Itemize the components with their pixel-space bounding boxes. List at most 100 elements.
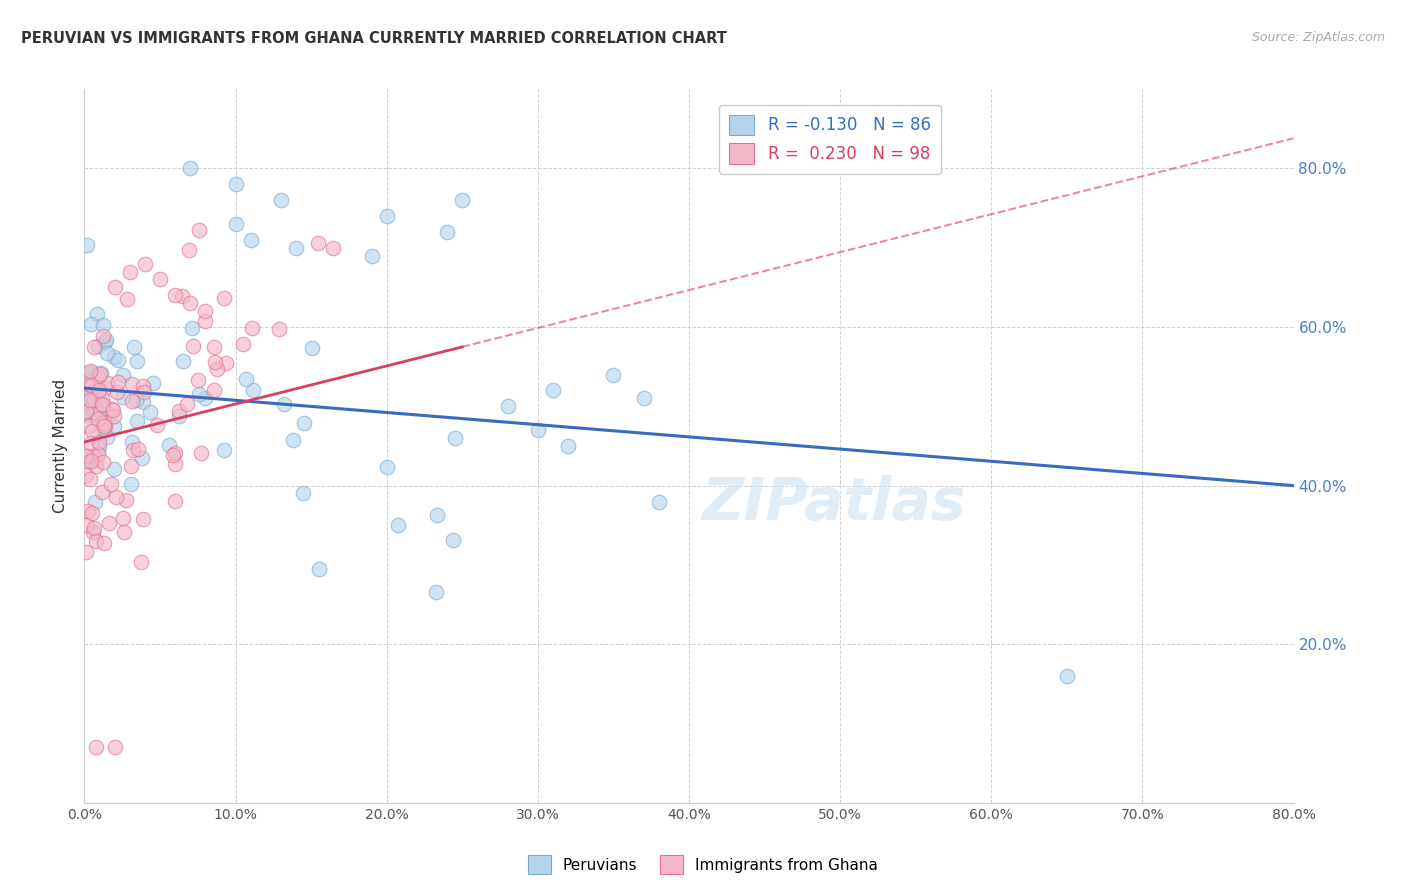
Point <box>96 429 118 443</box>
Point <box>75 404 97 418</box>
Point <box>292 416 315 430</box>
Point <box>131 451 153 466</box>
Point <box>146 417 169 432</box>
Point <box>125 393 148 408</box>
Point <box>84 450 107 465</box>
Point <box>98 516 121 530</box>
Point <box>84 459 107 474</box>
Point <box>87 447 110 461</box>
Point <box>75 449 97 463</box>
Point <box>165 494 187 508</box>
Point <box>104 740 127 755</box>
Point <box>77 377 100 392</box>
Point <box>79 406 101 420</box>
Point <box>107 353 129 368</box>
Text: Source: ZipAtlas.com: Source: ZipAtlas.com <box>1251 31 1385 45</box>
Point <box>426 508 449 522</box>
Point <box>132 395 155 409</box>
Point <box>125 414 148 428</box>
Point <box>107 385 129 400</box>
Point <box>75 467 97 482</box>
Point <box>112 524 135 539</box>
Point <box>91 398 114 412</box>
Point <box>162 448 184 462</box>
Point <box>187 222 209 236</box>
Point <box>214 291 236 305</box>
Point <box>194 304 217 318</box>
Point <box>103 409 125 423</box>
Point <box>387 518 409 533</box>
Point <box>111 511 134 525</box>
Point <box>187 373 209 387</box>
Point <box>76 389 98 403</box>
Point <box>112 390 135 404</box>
Point <box>375 209 398 223</box>
Point <box>91 455 114 469</box>
Point <box>118 264 141 278</box>
Point <box>291 486 314 500</box>
Point <box>83 495 105 509</box>
Point <box>93 418 115 433</box>
Point <box>76 372 98 386</box>
Point <box>93 416 115 430</box>
Point <box>165 288 187 302</box>
Point <box>91 329 114 343</box>
Point <box>270 193 292 207</box>
Point <box>188 387 211 401</box>
Point <box>360 249 382 263</box>
Point <box>120 477 142 491</box>
Point <box>170 289 193 303</box>
Point <box>436 225 458 239</box>
Point <box>307 235 329 250</box>
Point <box>83 521 105 535</box>
Point <box>93 419 115 434</box>
Point <box>112 368 135 383</box>
Point <box>76 238 98 252</box>
Point <box>90 366 112 380</box>
Point <box>93 424 115 438</box>
Y-axis label: Currently Married: Currently Married <box>53 379 69 513</box>
Point <box>541 384 564 398</box>
Point <box>101 402 124 417</box>
Point <box>602 368 624 382</box>
Point <box>121 394 143 409</box>
Point <box>322 241 344 255</box>
Point <box>100 477 122 491</box>
Legend: Peruvians, Immigrants from Ghana: Peruvians, Immigrants from Ghana <box>522 849 884 880</box>
Point <box>114 493 136 508</box>
Point <box>131 512 153 526</box>
Point <box>117 293 139 307</box>
Point <box>633 392 655 406</box>
Point <box>94 334 117 349</box>
Point <box>76 518 98 533</box>
Point <box>89 398 111 412</box>
Point <box>76 504 98 518</box>
Point <box>425 584 447 599</box>
Point <box>76 408 98 422</box>
Point <box>205 362 228 376</box>
Point <box>169 409 191 423</box>
Point <box>129 555 152 569</box>
Point <box>179 296 201 310</box>
Point <box>131 378 153 392</box>
Point <box>84 534 107 549</box>
Point <box>204 355 226 369</box>
Point <box>179 161 201 176</box>
Point <box>97 376 120 390</box>
Point <box>496 400 519 414</box>
Point <box>80 506 103 520</box>
Point <box>225 217 247 231</box>
Point <box>94 407 117 421</box>
Point <box>239 233 262 247</box>
Point <box>441 533 464 548</box>
Point <box>451 193 474 207</box>
Point <box>77 449 100 463</box>
Point <box>283 433 305 447</box>
Point <box>103 350 125 364</box>
Point <box>159 438 181 452</box>
Point <box>121 376 143 391</box>
Point <box>194 391 217 405</box>
Point <box>89 384 111 398</box>
Point <box>225 178 247 192</box>
Point <box>267 322 290 336</box>
